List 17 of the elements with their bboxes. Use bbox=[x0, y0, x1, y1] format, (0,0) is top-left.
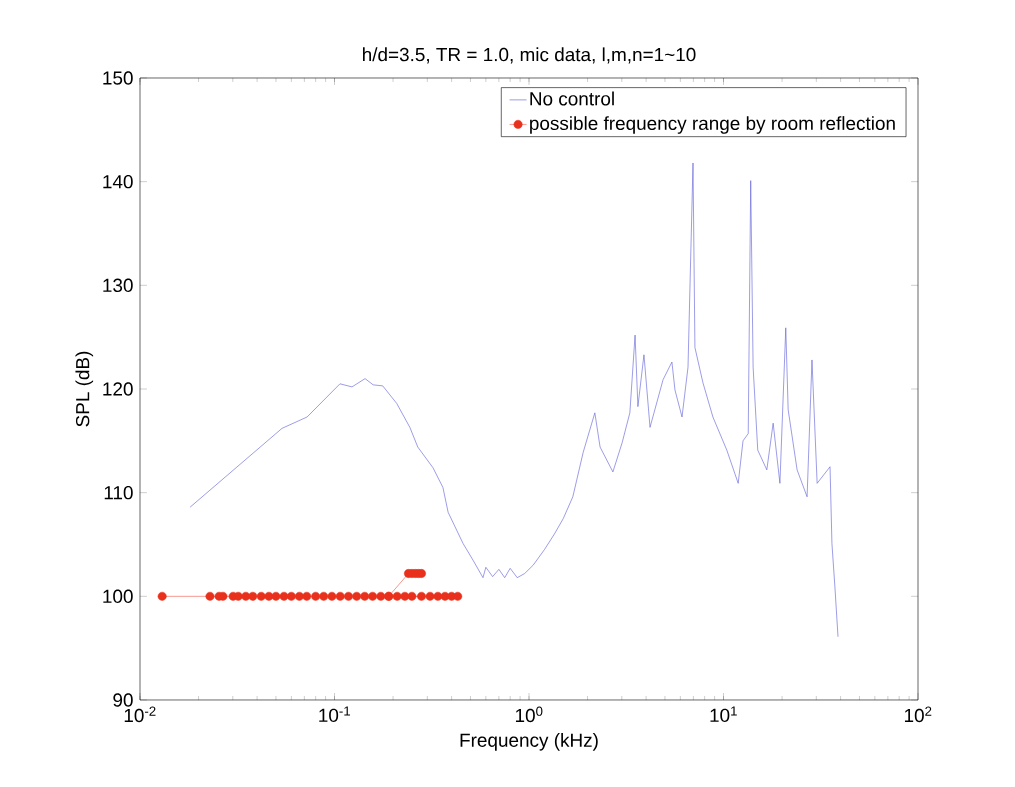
x-tick-label: 10$^{0}$ bbox=[515, 706, 543, 723]
y-tick-label: 110 bbox=[104, 485, 133, 500]
y-tick-label: 100 bbox=[103, 589, 133, 604]
x-tick-label: 10$^{-1}$ bbox=[319, 706, 351, 723]
y-axis-title: SPL (dB) bbox=[75, 351, 94, 427]
y-tick-label: 130 bbox=[103, 278, 133, 293]
legend-label: possible frequency range by room reflection bbox=[530, 116, 895, 134]
x-axis-title: Frequency (kHz) bbox=[460, 733, 598, 751]
x-tick-label: 10$^{-2}$ bbox=[124, 706, 156, 723]
x-tick-label: 10$^{2}$ bbox=[904, 706, 932, 723]
legend-label: No control bbox=[530, 91, 614, 106]
y-tick-label: 140 bbox=[103, 174, 133, 189]
y-tick-label: 120 bbox=[103, 382, 133, 396]
chart-title: h/d=3.5, TR = 1.0, mic data, l,m,n=1~10 bbox=[363, 47, 696, 64]
y-tick-label: 90 bbox=[113, 693, 133, 707]
y-tick-label: 150 bbox=[103, 71, 133, 85]
x-tick-label: 10$^{1}$ bbox=[710, 706, 737, 723]
